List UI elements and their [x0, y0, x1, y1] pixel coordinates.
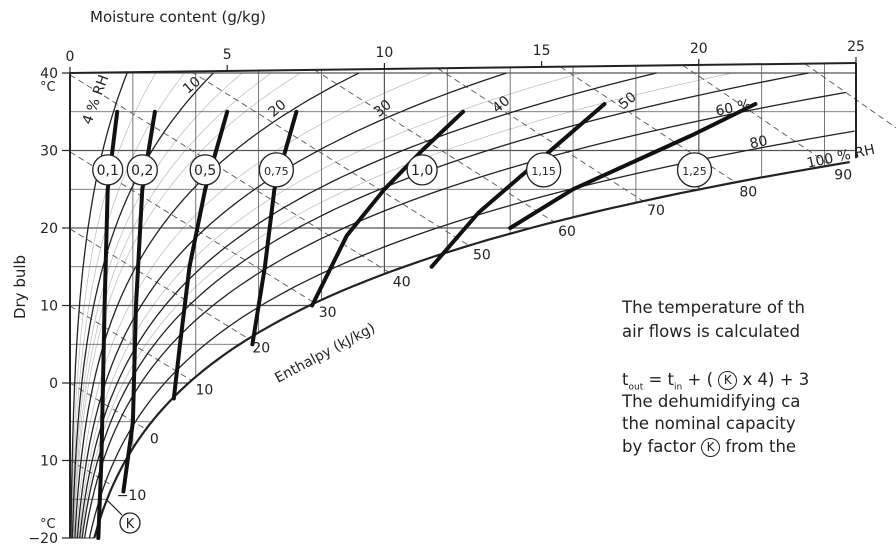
enthalpy-line: [69, 74, 390, 273]
enthalpy-line: [69, 305, 192, 381]
k-curve: [250, 109, 299, 347]
x-tick-label: 5: [223, 47, 232, 63]
y-tick-label: 20: [40, 221, 58, 237]
k-value-label: 0,2: [131, 163, 153, 179]
enthalpy-label: 70: [647, 203, 665, 219]
chart-top-edge: [69, 62, 857, 74]
y-tick-label: 10: [40, 299, 58, 315]
y-axis-title: Dry bulb: [11, 254, 30, 320]
text-line-4: the nominal capacity: [622, 414, 796, 433]
rh-line: [88, 130, 855, 539]
y-tick-label: 10: [40, 454, 58, 470]
k-marker-circle: [119, 512, 141, 534]
text-line-1: The temperature of th: [622, 298, 805, 317]
k-value-label: 1,15: [531, 165, 556, 178]
enthalpy-axis-label: Enthalpy (kJ/kg): [272, 320, 378, 386]
k-symbol: K: [718, 371, 738, 390]
y-unit-label: °C: [40, 80, 56, 95]
enthalpy-label: 60: [558, 224, 576, 240]
enthalpy-label: 20: [252, 341, 270, 357]
rh-label: 80: [748, 133, 769, 152]
enthalpy-line: [804, 63, 896, 129]
k-value-circle: [258, 152, 295, 188]
formula-plus: + (: [687, 370, 714, 389]
x-tick-label: 20: [690, 41, 708, 57]
k-value-circle: [525, 152, 562, 188]
k-value-circle: [406, 154, 438, 186]
x-axis-title: Moisture content (g/kg): [90, 8, 267, 26]
rh-label: 60 %: [714, 97, 752, 120]
k-curve: [508, 102, 758, 230]
rh-label: 30: [371, 97, 395, 121]
text-line-5: by factor K from the: [622, 437, 796, 457]
k-value-label: 1,0: [411, 163, 433, 179]
x-tick-label: 10: [375, 45, 393, 61]
k-curve: [429, 102, 607, 269]
rh-label: 4 % RH: [80, 73, 113, 127]
k-value-label: 0,1: [97, 163, 119, 179]
rh-label: 20: [266, 97, 290, 121]
k-value-circle: [189, 154, 221, 186]
rh-line: [81, 72, 809, 539]
formula-sub-in: in: [674, 382, 683, 393]
enthalpy-label: 40: [393, 274, 411, 290]
y-tick-label: 30: [40, 144, 58, 160]
rh-line: [76, 72, 507, 539]
formula-sub-out: out: [628, 382, 644, 393]
enthalpy-line: [69, 228, 249, 340]
enthalpy-line: [314, 69, 555, 223]
text-line-5-pre: by factor: [622, 437, 696, 456]
k-value-circle: [676, 152, 713, 188]
enthalpy-label: 0: [150, 431, 159, 447]
x-tick-label: 25: [847, 39, 865, 55]
k-value-label: 0,5: [194, 163, 216, 179]
enthalpy-label: 50: [473, 248, 491, 264]
rh-line: [70, 72, 128, 538]
enthalpy-line: [190, 71, 470, 246]
k-curve: [310, 109, 465, 308]
enthalpy-label: −10: [117, 488, 147, 504]
y-tick-label: 40: [40, 66, 58, 82]
formula-rest: x 4) + 3: [742, 370, 810, 389]
formula-eq: = t: [648, 370, 675, 389]
text-line-2: air flows is calculated: [622, 322, 801, 341]
k-symbol: K: [701, 438, 721, 457]
k-value-label: 1,25: [682, 165, 707, 178]
enthalpy-label: 90: [834, 167, 852, 183]
text-line-3: The dehumidifying ca: [622, 392, 801, 411]
rh-line: [93, 161, 850, 539]
formula: tout = tin + ( K x 4) + 3: [622, 370, 809, 392]
rh-line: [74, 72, 360, 539]
y-unit-label: °C: [40, 517, 56, 532]
enthalpy-label: 80: [739, 184, 757, 200]
formula-t: t: [622, 370, 629, 389]
y-tick-label: −20: [28, 531, 58, 547]
enthalpy-label: 10: [196, 382, 214, 398]
enthalpy-line: [69, 151, 315, 304]
text-line-5-post: from the: [725, 437, 797, 456]
x-tick-label: 0: [66, 49, 75, 65]
x-tick-label: 15: [533, 43, 551, 59]
rh-line: [79, 72, 657, 539]
k-value-circle: [92, 154, 124, 186]
k-pointer: [105, 498, 123, 516]
k-value-label: 0,75: [264, 165, 289, 178]
y-tick-label: 0: [49, 376, 58, 392]
rh-line: [71, 72, 214, 539]
enthalpy-label: 30: [319, 305, 337, 321]
k-marker-label: K: [126, 517, 135, 532]
k-value-circle: [126, 154, 158, 186]
